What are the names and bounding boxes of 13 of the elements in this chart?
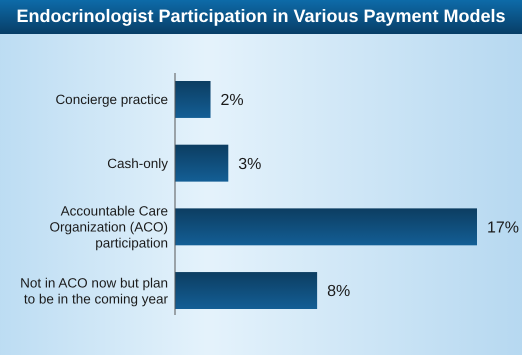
y-tick-label: Concierge practice bbox=[55, 92, 168, 108]
data-label: 2% bbox=[220, 92, 244, 110]
bar bbox=[175, 81, 211, 118]
y-tick-label: Accountable Care Organization (ACO) participation bbox=[49, 204, 168, 251]
chart-title: Endocrinologist Participation in Various Payment Models bbox=[16, 6, 506, 26]
y-tick-label: Cash-only bbox=[107, 156, 168, 171]
data-label: 8% bbox=[327, 283, 350, 300]
data-label: 17% bbox=[487, 219, 520, 236]
data-label: 3% bbox=[238, 156, 262, 173]
bar bbox=[175, 144, 228, 182]
y-tick-label: Not in ACO now but plan to be in the coming year bbox=[20, 275, 168, 306]
bar bbox=[175, 208, 477, 246]
bar bbox=[175, 272, 318, 309]
